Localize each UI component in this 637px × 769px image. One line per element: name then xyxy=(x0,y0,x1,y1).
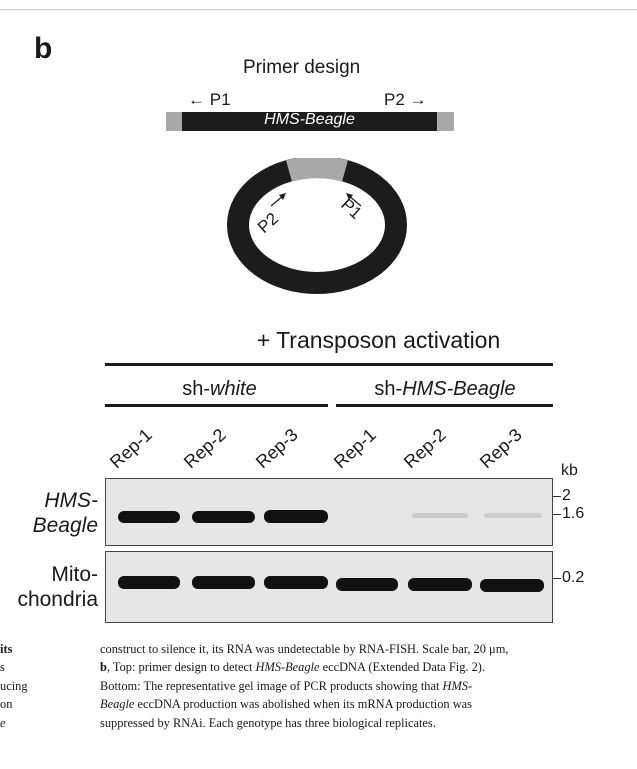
gel-band xyxy=(118,576,180,589)
group-label-sh-hms-beagle: sh-HMS-Beagle xyxy=(374,378,516,400)
lane-label: Rep-1 xyxy=(329,424,380,473)
p1-label: ← P1 xyxy=(188,90,231,109)
caption-left-fragment: its s ucing on e xyxy=(0,642,28,730)
marker-label-0.2kb: 0.2 xyxy=(562,569,585,586)
lane-label: Rep-2 xyxy=(179,424,230,473)
top-divider xyxy=(0,9,637,10)
gel-band xyxy=(264,576,328,589)
gel-band-faint xyxy=(412,513,468,518)
figure-caption: construct to silence it, its RNA was und… xyxy=(100,640,637,732)
caption-line: construct to silence it, its RNA was und… xyxy=(100,642,509,656)
caption-line: suppressed by RNAi. Each genotype has th… xyxy=(100,715,436,730)
eccdna-junction-segment xyxy=(286,158,348,182)
lane-label: Rep-3 xyxy=(251,424,302,473)
row-label-mitochondria: Mito- chondria xyxy=(17,563,98,611)
primer-design-title: Primer design xyxy=(243,57,361,78)
circle-arrow-p1-icon xyxy=(346,193,362,207)
gel-band xyxy=(408,578,472,591)
gel-band xyxy=(192,511,255,523)
row-label-hms-beagle: HMS- Beagle xyxy=(32,489,98,537)
group-label-sh-white: sh-white xyxy=(182,378,257,400)
construct-element-label: HMS-Beagle xyxy=(264,111,355,128)
circle-p1-label: P1 xyxy=(337,195,365,223)
marker-tick xyxy=(553,578,561,579)
marker-tick xyxy=(553,496,561,497)
marker-label-1.6kb: 1.6 xyxy=(562,505,585,522)
caption-line: Beagle eccDNA production was abolished w… xyxy=(100,697,472,712)
gel-band xyxy=(480,579,544,592)
condition-label: + Transposon activation xyxy=(256,327,501,353)
eccdna-circle-diagram: P2 P1 xyxy=(227,158,407,294)
lane-label: Rep-3 xyxy=(475,424,526,473)
gel-band xyxy=(264,510,328,523)
gel-band-faint xyxy=(484,513,542,518)
construct-element-bar xyxy=(182,112,437,131)
kb-unit-label: kb xyxy=(561,462,578,479)
left-arrow-icon: ← xyxy=(188,90,205,109)
lane-label: Rep-2 xyxy=(399,424,450,473)
p2-label: P2 → xyxy=(384,90,427,109)
gel-image-mitochondria xyxy=(105,551,553,623)
caption-line: b, Top: primer design to detect HMS-Beag… xyxy=(100,660,486,675)
gel-image-hms-beagle xyxy=(105,478,553,546)
caption-line: Bottom: The representative gel image of … xyxy=(100,678,473,693)
marker-tick xyxy=(553,514,561,515)
circle-arrow-p2-icon xyxy=(270,193,286,207)
gel-band xyxy=(336,578,398,591)
lane-label: Rep-1 xyxy=(105,424,156,473)
panel-letter: b xyxy=(34,32,53,65)
right-arrow-icon: → xyxy=(409,90,427,109)
gel-band xyxy=(118,511,180,523)
circle-p2-label: P2 xyxy=(254,209,282,237)
condition-bracket xyxy=(105,363,553,366)
group-bracket-sh-white xyxy=(105,404,328,407)
group-bracket-sh-hms-beagle xyxy=(336,404,553,407)
gel-band xyxy=(192,576,255,589)
marker-label-2kb: 2 xyxy=(562,487,571,504)
